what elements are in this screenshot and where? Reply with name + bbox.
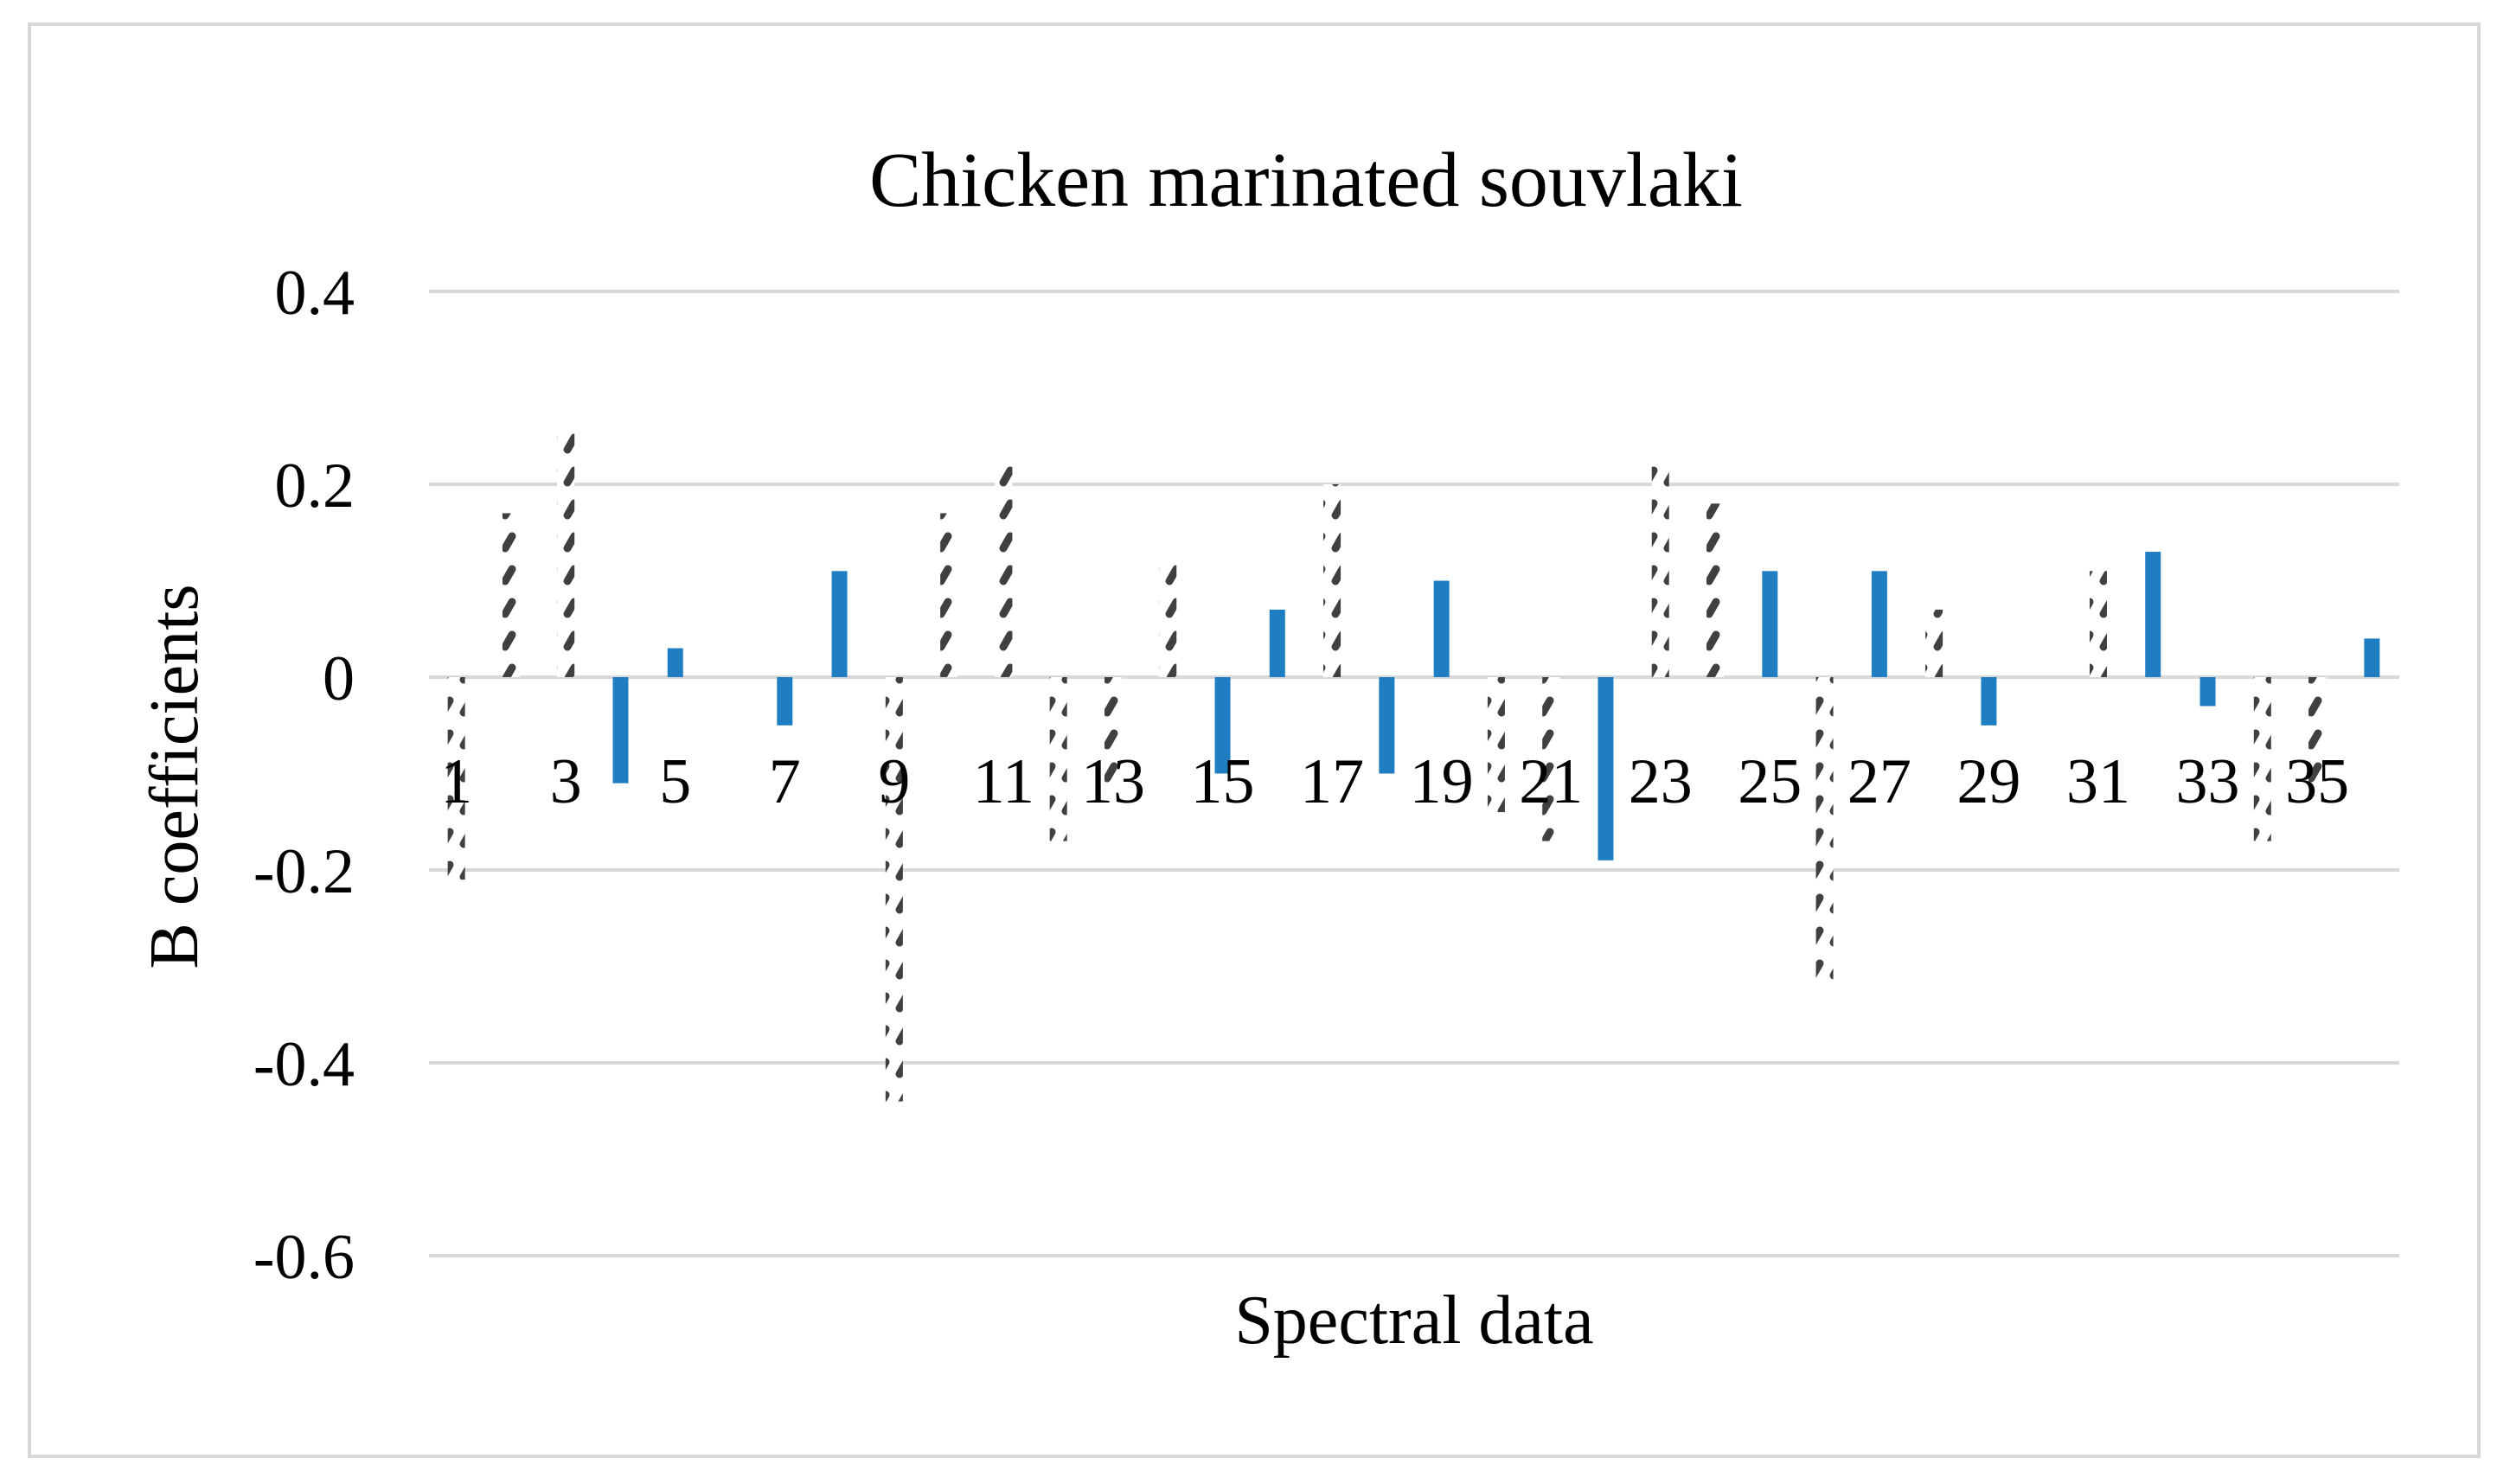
y-tick-label: -0.2 bbox=[253, 836, 355, 907]
bar-hatched bbox=[995, 464, 1013, 677]
x-tick-label: 13 bbox=[1081, 746, 1145, 817]
x-tick-label: 33 bbox=[2176, 746, 2240, 817]
y-tick-label: 0.2 bbox=[275, 451, 355, 521]
chart-frame bbox=[28, 22, 2481, 1458]
bar-hatched bbox=[1487, 677, 1505, 813]
bar-solid bbox=[1379, 677, 1395, 774]
x-tick-label: 3 bbox=[550, 746, 582, 817]
x-tick-label: 25 bbox=[1738, 746, 1802, 817]
bar-solid bbox=[1269, 609, 1285, 677]
labels: Chicken marinated souvlaki Spectral data… bbox=[137, 138, 2349, 1359]
bars bbox=[447, 426, 2380, 1102]
x-tick-label: 29 bbox=[1956, 746, 2020, 817]
bar-hatched bbox=[1815, 677, 1834, 986]
bar-solid bbox=[1598, 677, 1614, 860]
x-tick-label: 1 bbox=[440, 746, 472, 817]
bar-hatched bbox=[1706, 503, 1725, 677]
bar-solid bbox=[2364, 638, 2380, 677]
bar-hatched bbox=[502, 513, 520, 677]
bar-solid bbox=[1762, 571, 1778, 677]
x-tick-label: 21 bbox=[1519, 746, 1583, 817]
bar-hatched bbox=[1159, 561, 1177, 677]
bar-hatched bbox=[2308, 677, 2327, 784]
x-tick-label: 27 bbox=[1847, 746, 1911, 817]
bar-hatched bbox=[447, 677, 465, 880]
x-tick-label: 31 bbox=[2066, 746, 2130, 817]
y-tick-label: 0.4 bbox=[275, 258, 355, 329]
y-tick-label: -0.4 bbox=[253, 1029, 355, 1100]
bar-hatched bbox=[2089, 571, 2107, 677]
x-tick-label: 35 bbox=[2285, 746, 2349, 817]
bar-hatched bbox=[1104, 677, 1122, 784]
x-tick-label: 11 bbox=[973, 746, 1034, 817]
bar-hatched bbox=[940, 513, 958, 677]
y-tick-label: -0.6 bbox=[253, 1222, 355, 1293]
bar-solid bbox=[831, 571, 848, 677]
gridlines bbox=[429, 290, 2399, 1257]
bar-hatched bbox=[2253, 677, 2271, 841]
y-tick-label: 0 bbox=[323, 643, 355, 714]
bar-solid bbox=[667, 648, 683, 677]
bar-solid bbox=[1981, 677, 1997, 726]
x-tick-label: 23 bbox=[1629, 746, 1693, 817]
bar-solid bbox=[2145, 552, 2161, 677]
x-axis-label: Spectral data bbox=[1234, 1283, 1593, 1359]
bar-solid bbox=[777, 677, 793, 726]
bar-solid bbox=[1433, 580, 1450, 677]
x-tick-label: 15 bbox=[1191, 746, 1255, 817]
bar-solid bbox=[1871, 571, 1887, 677]
bar-solid bbox=[1214, 677, 1231, 774]
bar-hatched bbox=[1925, 609, 1943, 677]
x-tick-label: 9 bbox=[878, 746, 910, 817]
chart-title: Chicken marinated souvlaki bbox=[869, 138, 1743, 223]
bar-solid bbox=[612, 677, 629, 784]
bar-hatched bbox=[1542, 677, 1560, 841]
bar-hatched bbox=[1049, 677, 1067, 841]
x-tick-label: 19 bbox=[1410, 746, 1474, 817]
bar-hatched bbox=[557, 426, 575, 677]
x-tick-label: 7 bbox=[769, 746, 801, 817]
x-tick-label: 17 bbox=[1300, 746, 1364, 817]
bar-hatched bbox=[1323, 484, 1341, 677]
y-axis-label: B coefficients bbox=[137, 584, 213, 969]
x-tick-label: 5 bbox=[659, 746, 691, 817]
bar-solid bbox=[2199, 677, 2216, 707]
bar-hatched bbox=[885, 677, 903, 1102]
bar-hatched bbox=[1651, 455, 1669, 677]
